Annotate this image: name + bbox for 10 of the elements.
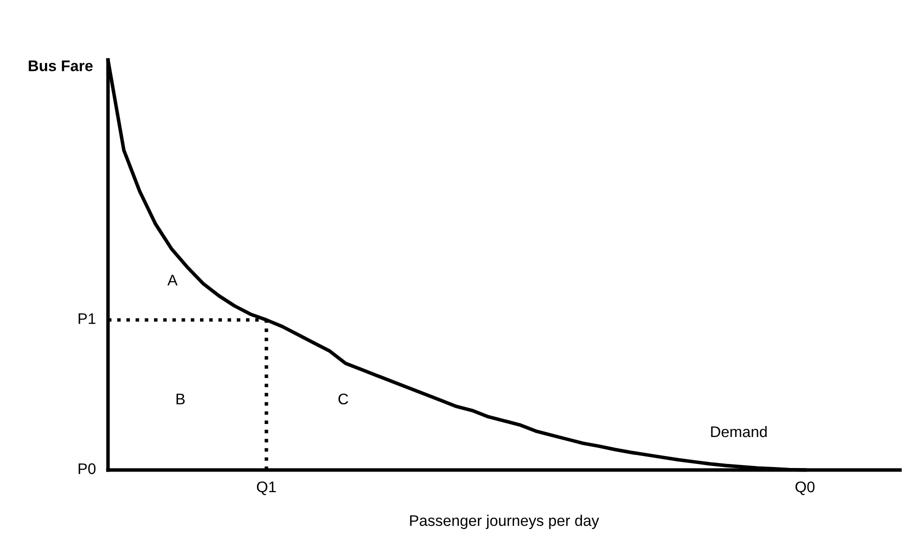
x-tick-label: Q1 bbox=[256, 482, 276, 496]
ref-line-label: P1 bbox=[78, 313, 96, 324]
annotation: C bbox=[338, 394, 348, 404]
annotation: Demand bbox=[711, 426, 767, 438]
text: P0 bbox=[78, 463, 96, 474]
annotation: B bbox=[176, 394, 185, 404]
x-tick-label: Q0 bbox=[795, 482, 815, 496]
x-axis-title: Passenger journeys per day bbox=[410, 514, 600, 530]
y-axis-title: Bus Fare bbox=[28, 60, 93, 72]
annotation: A bbox=[167, 274, 178, 286]
